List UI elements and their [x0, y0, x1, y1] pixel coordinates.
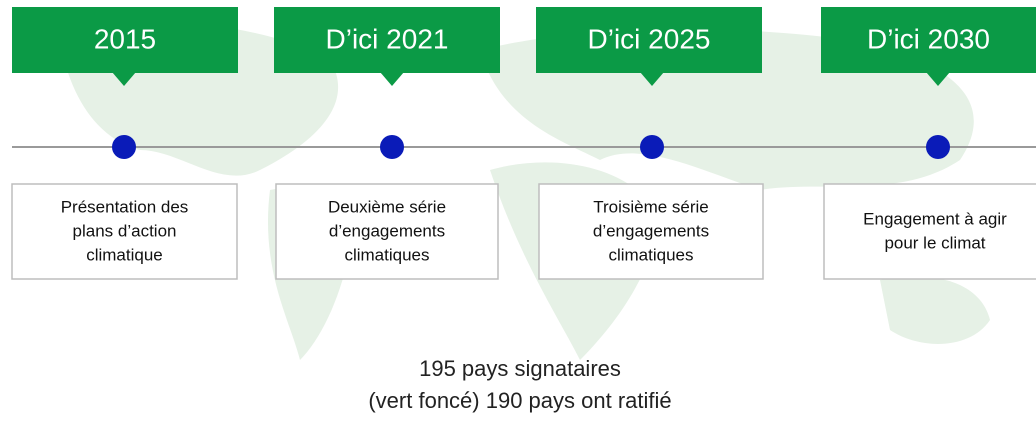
- milestone-text: Présentation des: [61, 197, 189, 216]
- milestone-banner: [12, 7, 238, 73]
- milestone-text: Engagement à agir: [863, 209, 1007, 228]
- milestone-text: Deuxième série: [328, 197, 446, 216]
- milestone-text: pour le climat: [884, 233, 985, 252]
- milestone-banner: [821, 7, 1036, 73]
- milestone-text: Troisième série: [593, 197, 709, 216]
- banner-pointer: [112, 72, 136, 86]
- milestone-label: D’ici 2021: [326, 23, 449, 54]
- milestone-banner: [274, 7, 500, 73]
- timeline-dot: [926, 135, 950, 159]
- timeline-dot: [640, 135, 664, 159]
- milestone-label: 2015: [94, 23, 156, 54]
- milestone-text: plans d’action: [73, 221, 177, 240]
- milestone-label: D’ici 2030: [867, 23, 990, 54]
- milestone-text: climatiques: [608, 245, 693, 264]
- banner-pointer: [380, 72, 404, 86]
- footer-line: (vert foncé) 190 pays ont ratifié: [368, 388, 671, 413]
- milestone-text: climatique: [86, 245, 163, 264]
- timeline-dot: [380, 135, 404, 159]
- footer-line: 195 pays signataires: [419, 356, 621, 381]
- milestone-text: d’engagements: [329, 221, 445, 240]
- timeline-dot: [112, 135, 136, 159]
- milestone-label: D’ici 2025: [588, 23, 711, 54]
- milestone-box: [275, 183, 499, 280]
- milestone-text: d’engagements: [593, 221, 709, 240]
- milestone-box: [538, 183, 764, 280]
- milestone-box: [11, 183, 238, 280]
- milestone-text: climatiques: [344, 245, 429, 264]
- banner-pointer: [640, 72, 664, 86]
- milestone-banner: [536, 7, 762, 73]
- milestone-box: [823, 183, 1036, 280]
- banner-pointer: [926, 72, 950, 86]
